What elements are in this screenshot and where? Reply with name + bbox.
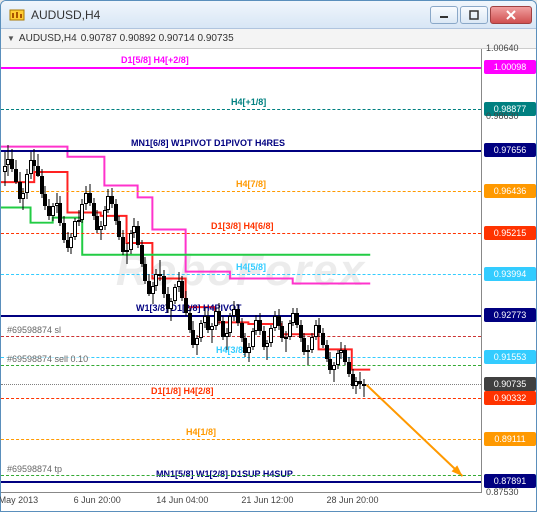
x-tick: 21 Jun 12:00 <box>241 495 293 505</box>
price-tag: 0.89111 <box>484 432 536 446</box>
x-tick: 30 May 2013 <box>0 495 38 505</box>
y-tick: 1.00640 <box>482 44 536 53</box>
chart-window: AUDUSD,H4 ▼ AUDUSD,H4 0.90787 0.90892 0.… <box>0 0 537 512</box>
window-title: AUDUSD,H4 <box>29 8 430 22</box>
current-price-tag: 0.90735 <box>484 377 536 391</box>
price-tag: 0.91553 <box>484 350 536 364</box>
y-tick: 0.98630 <box>482 112 536 121</box>
x-tick: 6 Jun 20:00 <box>74 495 121 505</box>
titlebar[interactable]: AUDUSD,H4 <box>1 1 536 29</box>
price-tag: 0.93994 <box>484 267 536 281</box>
dropdown-icon[interactable]: ▼ <box>7 34 15 43</box>
chart-area[interactable]: RoboForex D1[5/8] H4[+2/8]H4[+1/8]MN1[6/… <box>1 49 482 493</box>
price-tag: 1.00098 <box>484 60 536 74</box>
ohlc-label: 0.90787 0.90892 0.90714 0.90735 <box>81 33 234 44</box>
toolbar: ▼ AUDUSD,H4 0.90787 0.90892 0.90714 0.90… <box>1 29 536 49</box>
price-tag: 0.90332 <box>484 391 536 405</box>
price-tag: 0.97656 <box>484 143 536 157</box>
x-tick: 14 Jun 04:00 <box>156 495 208 505</box>
x-tick: 28 Jun 20:00 <box>326 495 378 505</box>
maximize-button[interactable] <box>460 6 488 24</box>
window-buttons <box>430 6 532 24</box>
chart-container: RoboForex D1[5/8] H4[+2/8]H4[+1/8]MN1[6/… <box>1 49 536 511</box>
app-icon <box>9 7 25 23</box>
candle <box>362 49 366 493</box>
symbol-label: AUDUSD,H4 <box>19 33 77 44</box>
y-axis: 1.000980.988770.976560.964360.952150.939… <box>482 49 536 493</box>
y-tick: 0.87530 <box>482 488 536 497</box>
price-tag: 0.96436 <box>484 184 536 198</box>
x-axis: 30 May 2013 6 Jun 20:00 14 Jun 04:00 21 Jun… <box>1 493 482 511</box>
price-tag: 0.95215 <box>484 226 536 240</box>
price-tag: 0.87891 <box>484 474 536 488</box>
price-tag: 0.92773 <box>484 308 536 322</box>
minimize-button[interactable] <box>430 6 458 24</box>
close-button[interactable] <box>490 6 532 24</box>
